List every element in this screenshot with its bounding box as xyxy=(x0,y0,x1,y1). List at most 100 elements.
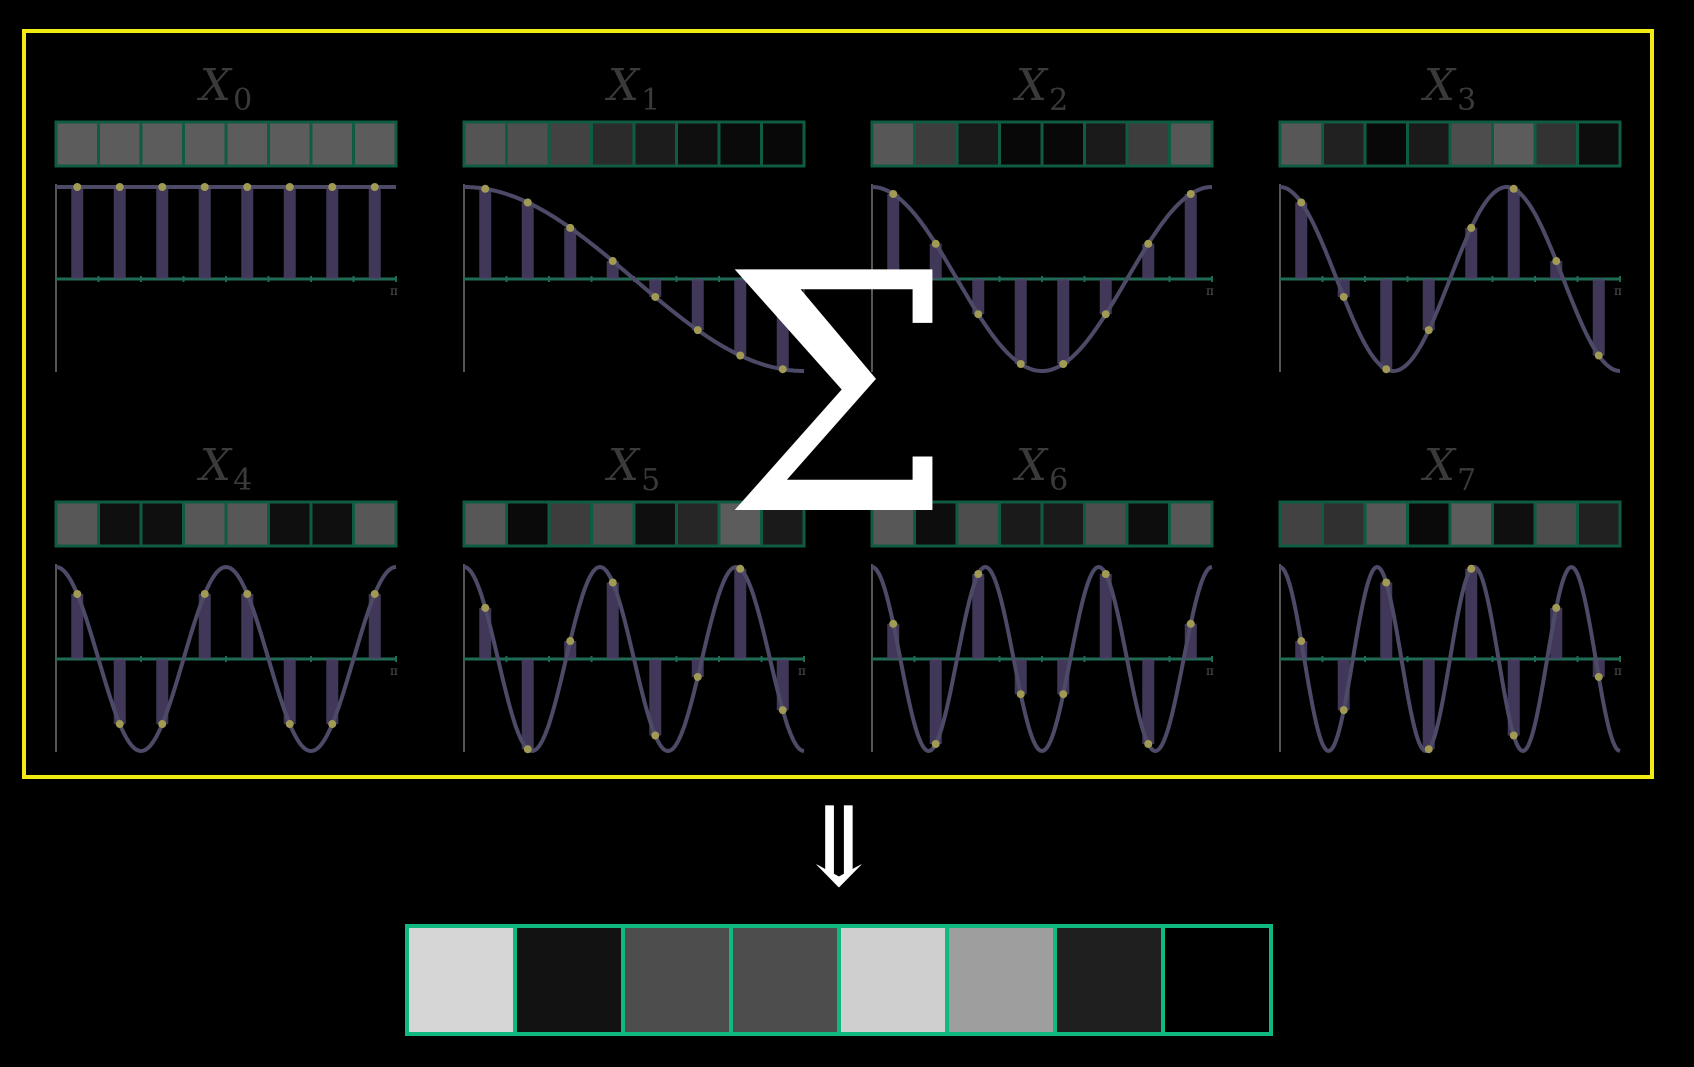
basis-cell xyxy=(1533,500,1579,548)
sample-stem xyxy=(198,593,211,659)
basis-cell xyxy=(955,120,1001,168)
sample-point xyxy=(778,365,787,374)
sample-stem xyxy=(241,187,254,279)
panel-label: X4 xyxy=(197,440,252,498)
panel-label: X0 xyxy=(197,60,252,118)
basis-cell xyxy=(1168,120,1214,168)
axis-pi-label: π xyxy=(390,664,398,678)
sample-stem xyxy=(71,187,84,279)
sample-stem xyxy=(368,593,381,659)
sample-stem xyxy=(1465,568,1478,659)
sample-point xyxy=(1552,603,1561,612)
basis-cell xyxy=(182,120,228,168)
sample-point xyxy=(328,720,337,729)
sample-point xyxy=(889,619,898,628)
sample-stem xyxy=(156,659,169,725)
basis-cell xyxy=(309,120,355,168)
sample-point xyxy=(974,570,983,579)
basis-cell xyxy=(1125,120,1171,168)
sample-point xyxy=(1509,184,1518,193)
sample-point xyxy=(1424,326,1433,335)
panel-label: X3 xyxy=(1421,60,1476,118)
basis-cell xyxy=(1406,500,1452,548)
sample-stem xyxy=(1142,659,1155,744)
basis-cell xyxy=(54,120,100,168)
basis-cell xyxy=(224,120,270,168)
sample-stem xyxy=(521,202,534,279)
sample-point xyxy=(931,239,940,248)
axis-pi-label: π xyxy=(1614,284,1622,298)
sample-stem xyxy=(776,279,789,370)
basis-panel: X0 π xyxy=(54,60,398,372)
basis-cell xyxy=(675,500,721,548)
sample-stem xyxy=(1507,188,1520,279)
basis-cell xyxy=(760,500,806,548)
basis-cell xyxy=(632,120,678,168)
basis-panel: X2 π xyxy=(870,60,1214,373)
sample-stem xyxy=(1099,279,1112,315)
basis-cell xyxy=(1406,120,1452,168)
sample-point xyxy=(1016,690,1025,699)
down-arrow: ⇓ xyxy=(793,783,885,911)
sample-stem xyxy=(113,659,126,725)
basis-cell xyxy=(760,120,806,168)
sample-point xyxy=(693,326,702,335)
sample-point xyxy=(370,589,379,598)
sample-point xyxy=(931,739,940,748)
sample-stem xyxy=(1592,279,1605,356)
panel-label: X2 xyxy=(1013,60,1068,118)
sample-point xyxy=(651,731,660,740)
basis-cell xyxy=(870,500,916,548)
sample-point xyxy=(200,589,209,598)
basis-cell xyxy=(1491,500,1537,548)
cosine-wave xyxy=(55,564,397,754)
sample-point xyxy=(1382,578,1391,587)
basis-cell xyxy=(913,120,959,168)
basis-cell xyxy=(632,500,678,548)
sample-point xyxy=(1144,239,1153,248)
basis-cell xyxy=(1321,500,1367,548)
basis-cell xyxy=(1491,120,1537,168)
sample-stem xyxy=(734,568,747,659)
sample-stem xyxy=(929,243,942,279)
sample-point xyxy=(1339,706,1348,715)
result-cell xyxy=(1053,924,1165,1036)
basis-cell xyxy=(1083,500,1129,548)
basis-cell xyxy=(97,500,143,548)
axis-pi-label: π xyxy=(390,284,398,298)
cosine-wave xyxy=(1279,564,1621,754)
basis-cell xyxy=(1363,500,1409,548)
sample-point xyxy=(566,637,575,646)
sample-stem xyxy=(1099,574,1112,659)
sample-stem xyxy=(564,227,577,279)
panel-label: X7 xyxy=(1421,440,1476,498)
axis-pi-label: π xyxy=(798,284,806,298)
sample-stem xyxy=(606,582,619,659)
sample-point xyxy=(370,183,379,191)
sample-point xyxy=(1297,198,1306,207)
sample-point xyxy=(1144,739,1153,748)
sample-point xyxy=(566,223,575,232)
cosine-wave xyxy=(1279,185,1621,373)
sample-point xyxy=(1101,310,1110,319)
cosine-wave xyxy=(872,185,1212,373)
basis-cell xyxy=(1278,500,1324,548)
sample-stem xyxy=(972,574,985,659)
basis-cell xyxy=(1448,120,1494,168)
sample-point xyxy=(523,745,532,754)
sample-point xyxy=(1297,637,1306,646)
sample-point xyxy=(608,578,617,587)
sample-stem xyxy=(326,659,339,725)
result-cell xyxy=(513,924,625,1036)
panel-label: X1 xyxy=(605,60,660,118)
basis-cell xyxy=(352,120,398,168)
basis-cell xyxy=(54,500,100,548)
sample-stem xyxy=(1380,279,1393,370)
sample-point xyxy=(1467,564,1476,573)
basis-cell xyxy=(1040,500,1086,548)
sample-point xyxy=(1467,223,1476,232)
basis-cell xyxy=(913,500,959,548)
sample-point xyxy=(736,564,745,573)
sample-point xyxy=(73,183,82,191)
